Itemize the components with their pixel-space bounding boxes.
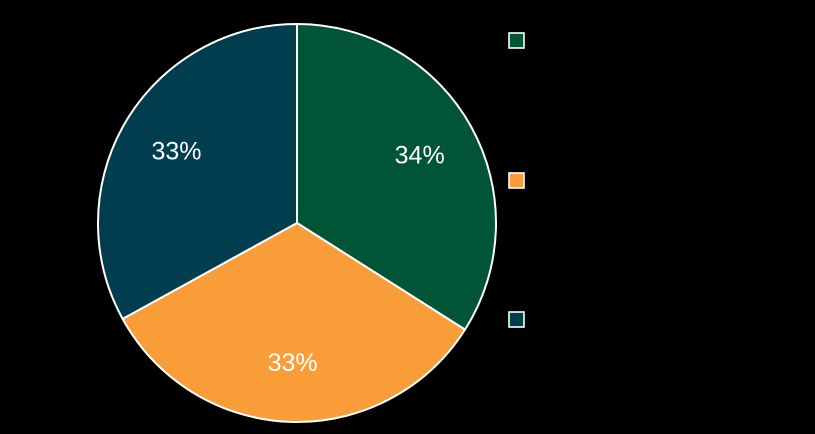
pie-slices	[97, 23, 497, 423]
legend-swatch-1	[508, 32, 525, 49]
slice-labels: 34% 33% 33%	[151, 138, 444, 377]
legend-swatch-2	[508, 172, 525, 189]
slice-label-1: 34%	[395, 142, 445, 170]
legend-swatch-3	[508, 311, 525, 328]
pie-slice-1	[296, 23, 497, 331]
slice-label-3: 33%	[151, 138, 201, 166]
slice-label-2: 33%	[268, 349, 318, 377]
pie-slice-3	[97, 23, 298, 320]
legend	[508, 32, 525, 328]
